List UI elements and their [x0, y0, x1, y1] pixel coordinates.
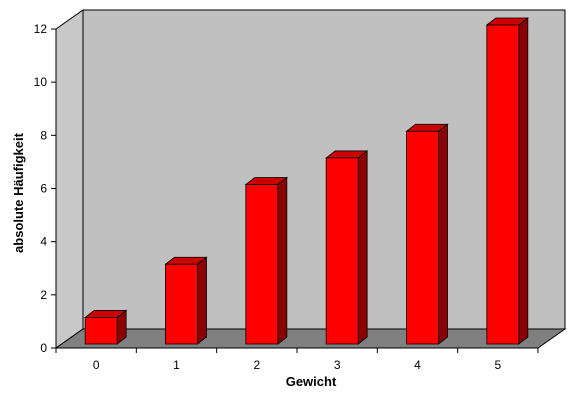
y-tick-label: 4	[40, 235, 47, 249]
bar-front	[165, 263, 198, 345]
y-tick-label: 12	[34, 22, 48, 36]
bar	[485, 17, 529, 345]
bar-front	[325, 157, 359, 345]
bar-side	[197, 256, 207, 345]
bar-side	[277, 176, 288, 345]
y-tick-label: 6	[40, 182, 47, 196]
x-tick-label: 2	[253, 358, 260, 372]
bar	[84, 309, 128, 345]
y-tick-label: 8	[40, 128, 47, 142]
bar-front	[406, 130, 439, 345]
x-axis-label: Gewicht	[286, 374, 337, 389]
x-tick-label: 5	[494, 358, 501, 372]
bar	[244, 176, 288, 345]
bar-side	[518, 17, 529, 345]
x-tick-label: 3	[334, 358, 341, 372]
x-tick-label: 0	[93, 358, 100, 372]
bar-front	[245, 184, 279, 345]
bar-front	[486, 24, 520, 345]
y-axis: 0 2 4 6 8 10 12	[34, 22, 57, 355]
bar	[405, 123, 449, 345]
bar-side	[357, 150, 368, 345]
x-axis: 0 1 2 3 4 5	[55, 347, 539, 372]
bar-front	[84, 317, 118, 345]
y-tick-label: 0	[40, 341, 47, 355]
x-tick-label: 4	[414, 358, 421, 372]
y-tick-label: 10	[34, 75, 48, 89]
y-tick-label: 2	[40, 288, 47, 302]
y-axis-label: absolute Häufigkeit	[11, 132, 26, 253]
bar	[325, 150, 369, 345]
x-tick-label: 1	[173, 358, 180, 372]
bars-group	[84, 17, 529, 345]
side-wall	[55, 9, 84, 349]
bar-side	[438, 123, 448, 345]
bar	[164, 256, 208, 345]
